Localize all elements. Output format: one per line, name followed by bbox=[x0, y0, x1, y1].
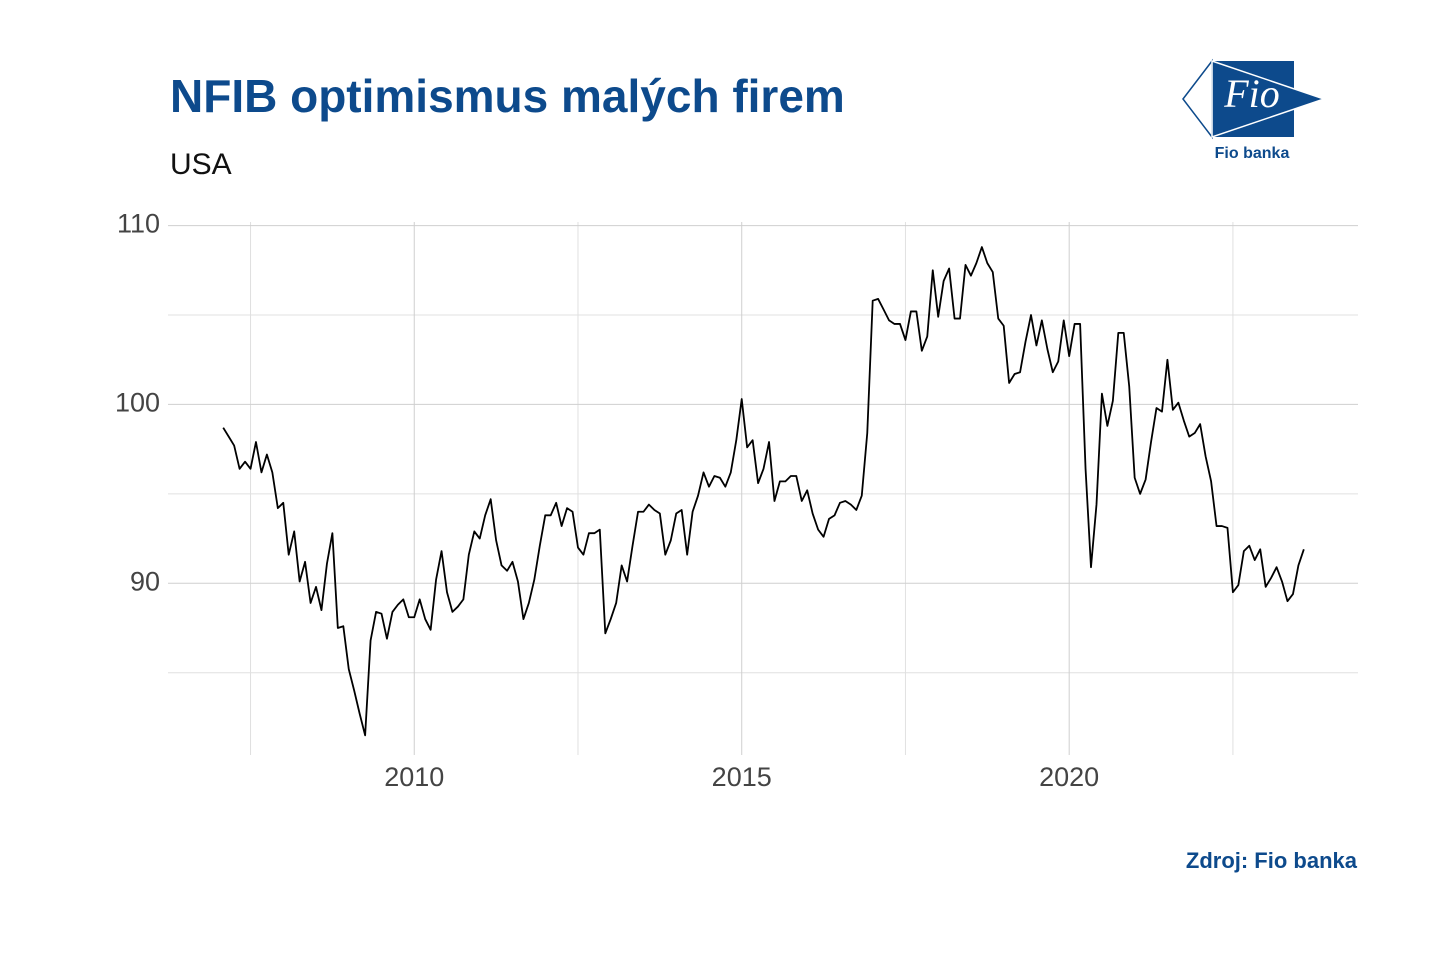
y-tick-label: 90 bbox=[130, 566, 160, 596]
logo-text: Fio bbox=[1223, 71, 1280, 116]
logo: Fio Fio banka bbox=[1182, 58, 1327, 162]
x-tick-label: 2020 bbox=[1039, 762, 1099, 792]
x-tick-label: 2010 bbox=[384, 762, 444, 792]
logo-shape bbox=[1211, 59, 1327, 139]
x-tick-label: 2015 bbox=[712, 762, 772, 792]
chart-title: NFIB optimismus malých firem bbox=[170, 70, 845, 122]
logo-caption: Fio banka bbox=[1215, 145, 1290, 162]
logo-shape bbox=[1182, 58, 1213, 140]
data-line bbox=[222, 246, 1305, 737]
chart-subtitle: USA bbox=[170, 148, 232, 181]
source: Zdroj: Fio banka bbox=[1186, 848, 1358, 873]
y-tick-label: 110 bbox=[117, 209, 160, 239]
y-tick-label: 100 bbox=[115, 388, 160, 418]
